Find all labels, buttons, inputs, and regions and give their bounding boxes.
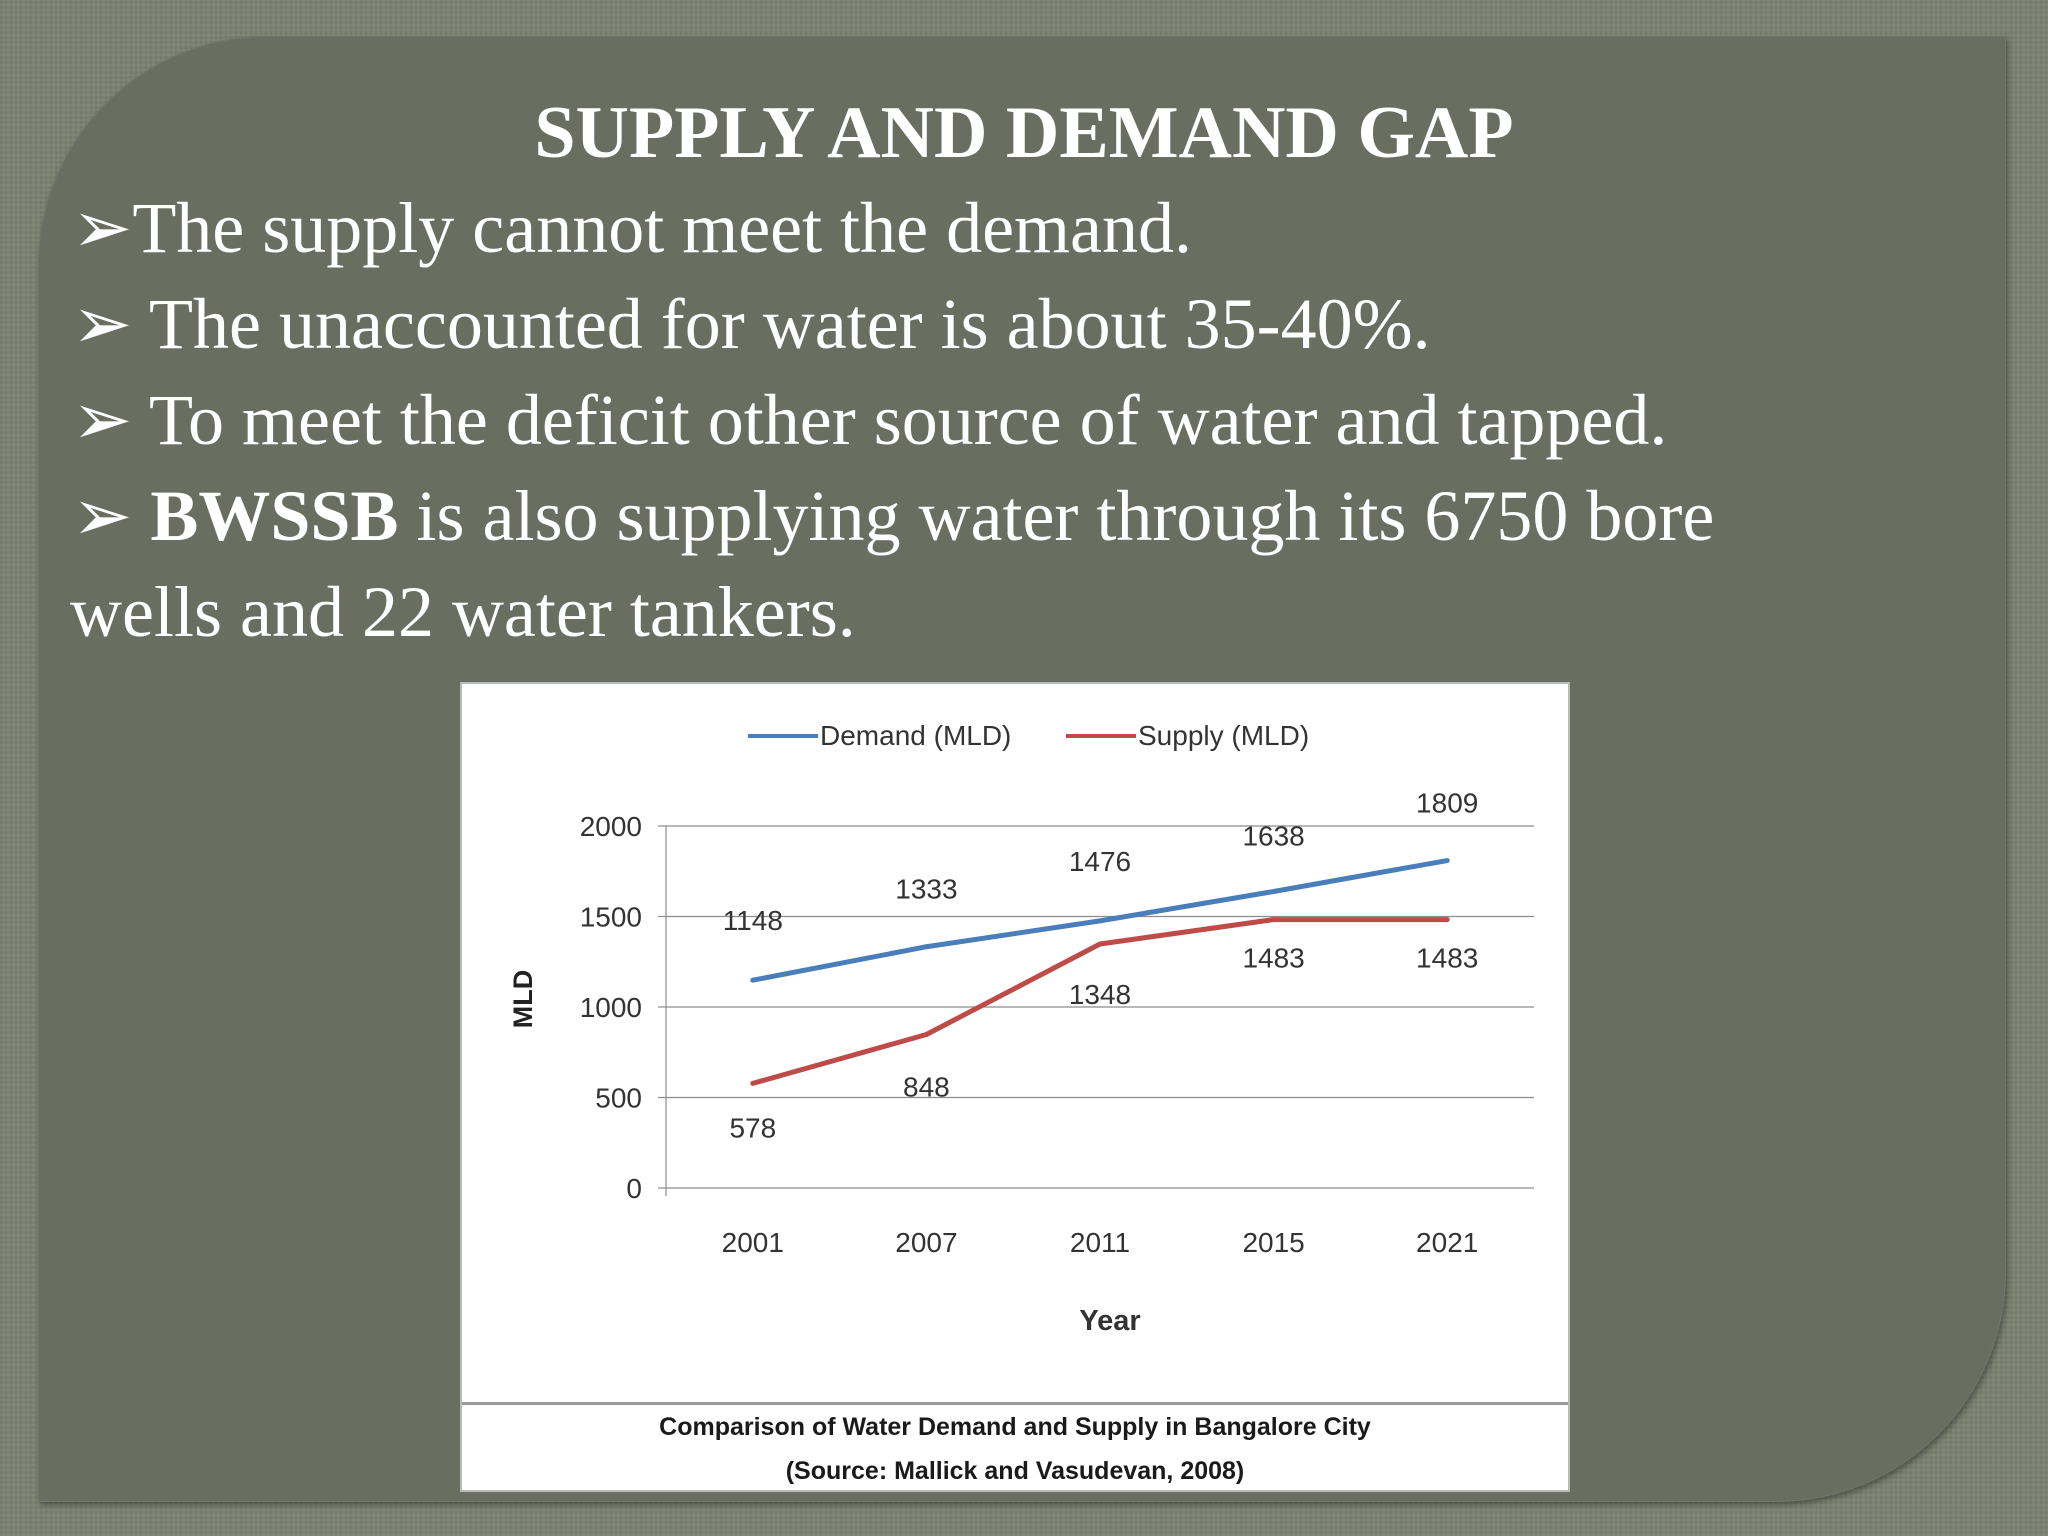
slide-title: SUPPLY AND DEMAND GAP <box>534 92 1514 174</box>
demand-point <box>1097 918 1103 924</box>
y-tick-label: 500 <box>595 1083 642 1114</box>
data-label: 1348 <box>1069 979 1131 1010</box>
demand-point <box>1444 858 1450 864</box>
demand-point <box>750 977 756 983</box>
demand-point <box>923 944 929 950</box>
demand-point <box>1271 889 1277 895</box>
data-label: 848 <box>903 1072 950 1103</box>
bullet-continuation: wells and 22 water tankers. <box>70 572 856 652</box>
arrow-bullet-icon: ➢ <box>72 188 133 268</box>
bullet-text: The supply cannot meet the demand. <box>132 188 1193 268</box>
bullet-text: To meet the deficit other source of wate… <box>132 380 1668 460</box>
x-tick-label: 2021 <box>1416 1227 1478 1258</box>
data-label: 1483 <box>1416 943 1478 974</box>
arrow-bullet-icon: ➢ <box>72 476 133 556</box>
x-tick-label: 2011 <box>1070 1227 1130 1258</box>
x-tick-label: 2007 <box>895 1227 957 1258</box>
supply-point <box>1444 917 1450 923</box>
bullet-text: is also supplying water through its 6750… <box>398 476 1715 556</box>
supply-point <box>923 1032 929 1038</box>
legend-label: Demand (MLD) <box>820 720 1011 751</box>
y-tick-label: 0 <box>626 1173 642 1204</box>
supply-point <box>1271 917 1277 923</box>
caption-line: (Source: Mallick and Vasudevan, 2008) <box>785 1457 1245 1485</box>
y-tick-label: 1500 <box>580 902 642 933</box>
line-chart: 0 500 1000 1500 2000 2001 2007 2011 2015 2021 Year… <box>508 720 1534 1337</box>
data-label: 578 <box>729 1112 776 1143</box>
supply-point <box>750 1080 756 1086</box>
data-label: 1148 <box>723 905 783 936</box>
data-label: 1638 <box>1242 821 1304 852</box>
x-tick-label: 2001 <box>722 1227 784 1258</box>
x-axis-title: Year <box>1079 1305 1140 1337</box>
bullet-item: ➢ BWSSB is also supplying water through … <box>72 468 2002 564</box>
bullet-bold-text: BWSSB <box>150 476 399 556</box>
y-tick-label: 2000 <box>580 811 642 842</box>
supply-point <box>1097 941 1103 947</box>
bullet-text: The unaccounted for water is about 35-40… <box>132 284 1431 364</box>
bullet-item: ➢The supply cannot meet the demand. <box>72 180 2002 276</box>
data-label: 1333 <box>895 874 957 905</box>
bullet-item: ➢ The unaccounted for water is about 35-… <box>72 276 2002 372</box>
chart-figure: 0 500 1000 1500 2000 2001 2007 2011 2015 2021 Year… <box>460 682 1570 1492</box>
y-tick-label: 1000 <box>580 992 642 1023</box>
data-label: 1483 <box>1242 943 1304 974</box>
data-label: 1809 <box>1416 788 1478 819</box>
y-axis-title: MLD <box>508 970 538 1028</box>
legend-label: Supply (MLD) <box>1138 720 1309 751</box>
chart-caption: Comparison of Water Demand and Supply in… <box>462 1402 1568 1493</box>
caption-line: Comparison of Water Demand and Supply in… <box>659 1413 1371 1441</box>
arrow-bullet-icon: ➢ <box>72 284 133 364</box>
data-label: 1476 <box>1069 846 1131 877</box>
bullet-item: ➢ To meet the deficit other source of wa… <box>72 372 2002 468</box>
arrow-bullet-icon: ➢ <box>72 380 133 460</box>
bullet-list: ➢The supply cannot meet the demand. ➢ Th… <box>70 180 2002 660</box>
x-tick-label: 2015 <box>1242 1227 1304 1258</box>
